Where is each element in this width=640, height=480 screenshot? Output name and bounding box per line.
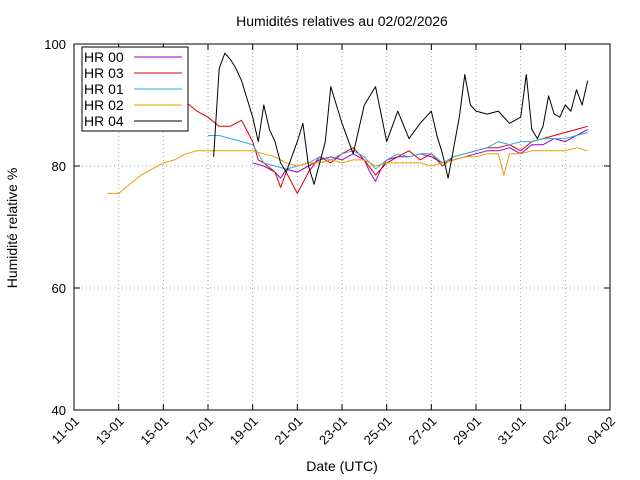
legend-label: HR 04 xyxy=(84,113,124,129)
series-line-hr-00 xyxy=(252,128,588,182)
y-axis-label: Humidité relative % xyxy=(4,168,20,289)
series-line-hr-01 xyxy=(208,131,588,170)
x-axis-label: Date (UTC) xyxy=(306,458,378,474)
y-tick-label: 60 xyxy=(52,281,66,296)
series-line-hr-04 xyxy=(213,52,589,185)
legend-label: HR 01 xyxy=(84,81,124,97)
legend-label: HR 00 xyxy=(84,49,124,65)
series-line-hr-02 xyxy=(107,147,588,194)
y-tick-label: 80 xyxy=(52,159,66,174)
series-layer xyxy=(107,52,589,194)
y-tick-label: 100 xyxy=(44,37,66,52)
chart-title: Humidités relatives au 02/02/2026 xyxy=(236,13,448,29)
legend-label: HR 03 xyxy=(84,65,124,81)
y-tick-label: 40 xyxy=(52,403,66,418)
legend-label: HR 02 xyxy=(84,97,124,113)
